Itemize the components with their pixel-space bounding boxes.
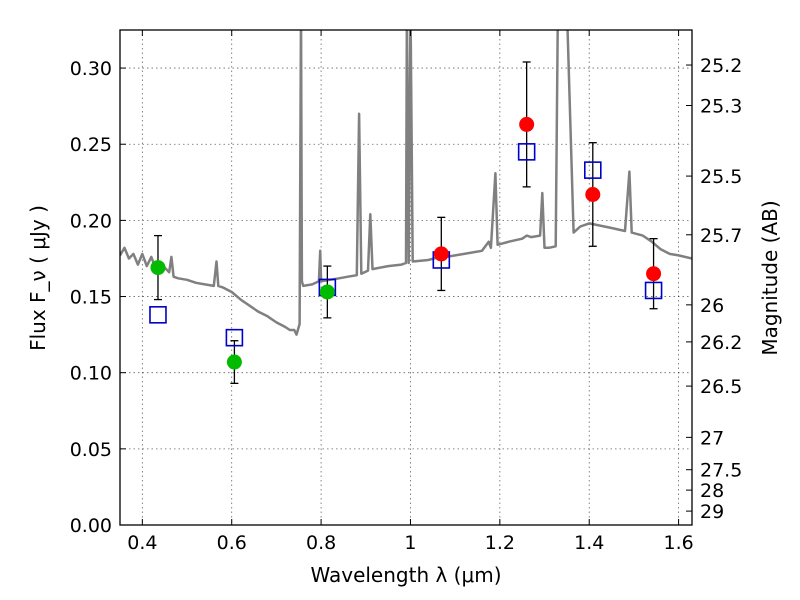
mag-tick-label: 26.5 xyxy=(700,376,742,398)
mag-tick-label: 27 xyxy=(700,427,724,449)
mag-tick-label: 29 xyxy=(700,501,724,523)
model-square xyxy=(225,328,244,347)
y-tick-label: 0.30 xyxy=(70,58,112,80)
green-point xyxy=(319,284,335,300)
y-tick-label: 0.00 xyxy=(70,515,112,537)
y-tick-label: 0.15 xyxy=(70,287,112,309)
green-point xyxy=(150,260,166,276)
red-point xyxy=(433,246,449,262)
x-tick-label: 0.6 xyxy=(217,532,247,554)
model-square xyxy=(517,143,536,161)
mag-tick-label: 25.2 xyxy=(700,55,742,77)
model-square xyxy=(149,306,167,324)
y-tick-label: 0.25 xyxy=(70,134,112,156)
x-tick-label: 0.4 xyxy=(127,532,157,554)
mag-tick-label: 26.2 xyxy=(700,332,742,354)
mag-tick-label: 25.5 xyxy=(700,166,742,188)
red-point xyxy=(519,116,535,132)
y2-axis-title: Magnitude (AB) xyxy=(758,200,782,355)
x-axis-title: Wavelength λ (μm) xyxy=(310,563,501,587)
axis-ticks xyxy=(120,30,692,526)
plot-frame xyxy=(119,29,693,526)
x-tick-label: 0.8 xyxy=(306,532,336,554)
mag-tick-label: 25.3 xyxy=(700,96,742,118)
model-square xyxy=(583,161,602,179)
green-point xyxy=(226,354,242,370)
spectrum-line xyxy=(120,30,692,336)
x-tick-label: 1 xyxy=(404,532,416,554)
y-tick-label: 0.20 xyxy=(70,210,112,232)
mag-tick-label: 28 xyxy=(700,480,724,502)
model-square xyxy=(644,281,663,300)
y-tick-label: 0.10 xyxy=(70,363,112,385)
tick-labels: 0.4 0.6 0.8 1 1.2 1.4 1.6 0.00 0.05 0.10 0.15 0.20 0… xyxy=(70,55,743,554)
mag-tick-label: 25.7 xyxy=(700,225,742,247)
red-point xyxy=(646,266,662,282)
y-axis-title: Flux F_ν ( μJy ) xyxy=(26,205,50,351)
red-point xyxy=(585,186,601,202)
x-tick-label: 1.4 xyxy=(574,532,604,554)
plot-area xyxy=(120,30,692,385)
mag-tick-label: 26 xyxy=(700,295,724,317)
y-tick-label: 0.05 xyxy=(70,439,112,461)
x-tick-label: 1.6 xyxy=(663,532,693,554)
mag-tick-label: 27.5 xyxy=(700,460,742,482)
x-tick-label: 1.2 xyxy=(485,532,515,554)
